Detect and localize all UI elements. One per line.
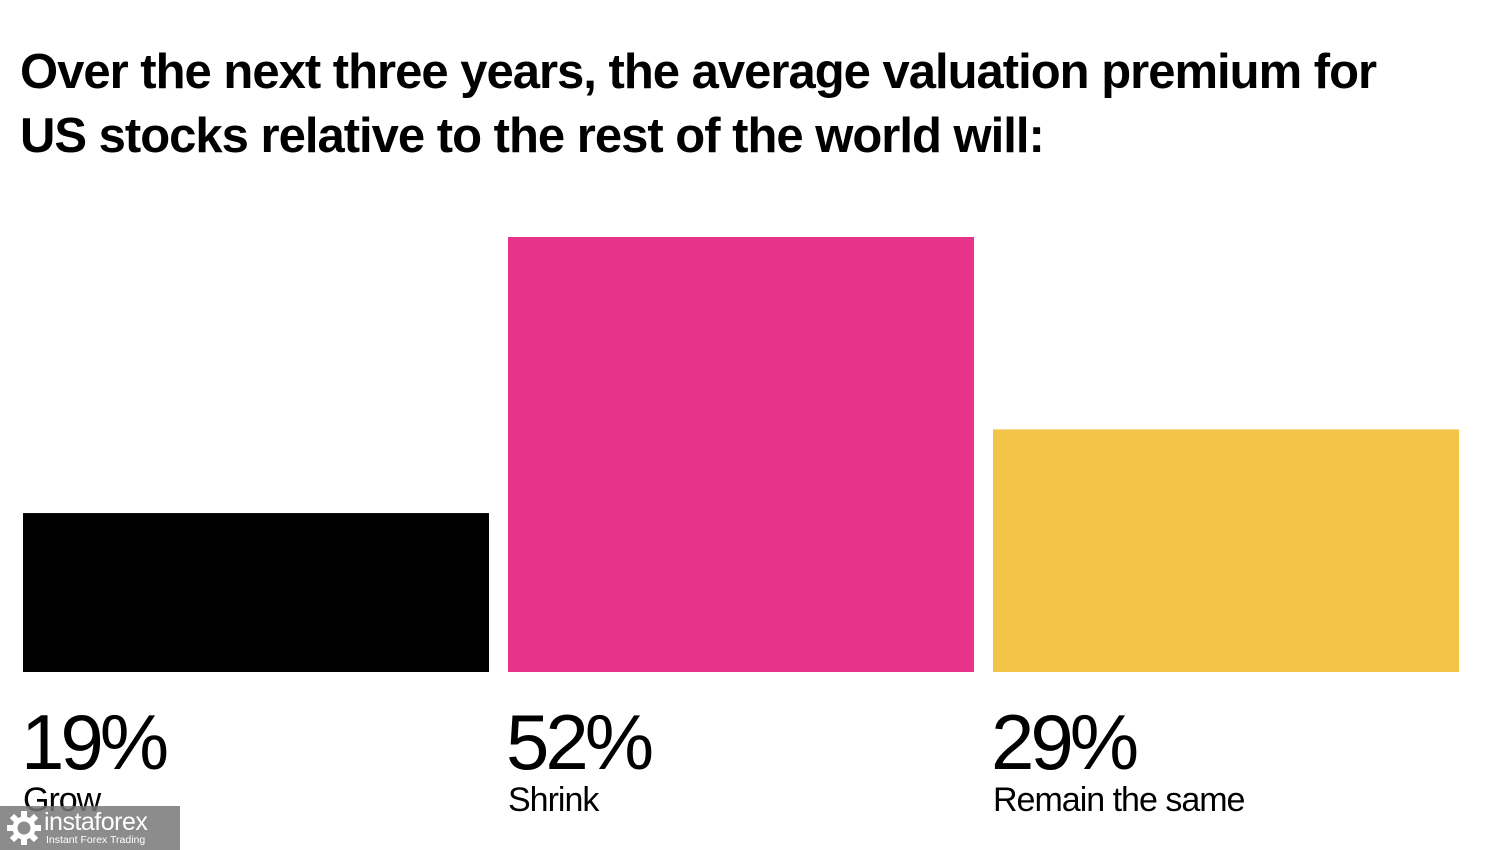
bar-shrink (508, 237, 974, 672)
watermark-brand: instaforex (44, 808, 148, 836)
instaforex-watermark: instaforex Instant Forex Trading (0, 806, 180, 850)
bar-grow (23, 513, 489, 672)
instaforex-logo-icon (7, 811, 41, 845)
data-label-remain-the-same: 29% (991, 698, 1137, 786)
bar-remain-the-same (993, 429, 1459, 672)
data-label-grow: 19% (21, 698, 167, 786)
chart-title: Over the next three years, the average v… (20, 45, 1377, 163)
category-label-shrink: Shrink (508, 781, 600, 819)
data-label-shrink: 52% (506, 698, 652, 786)
watermark-tagline: Instant Forex Trading (46, 834, 146, 846)
category-label-remain-the-same: Remain the same (993, 781, 1245, 819)
